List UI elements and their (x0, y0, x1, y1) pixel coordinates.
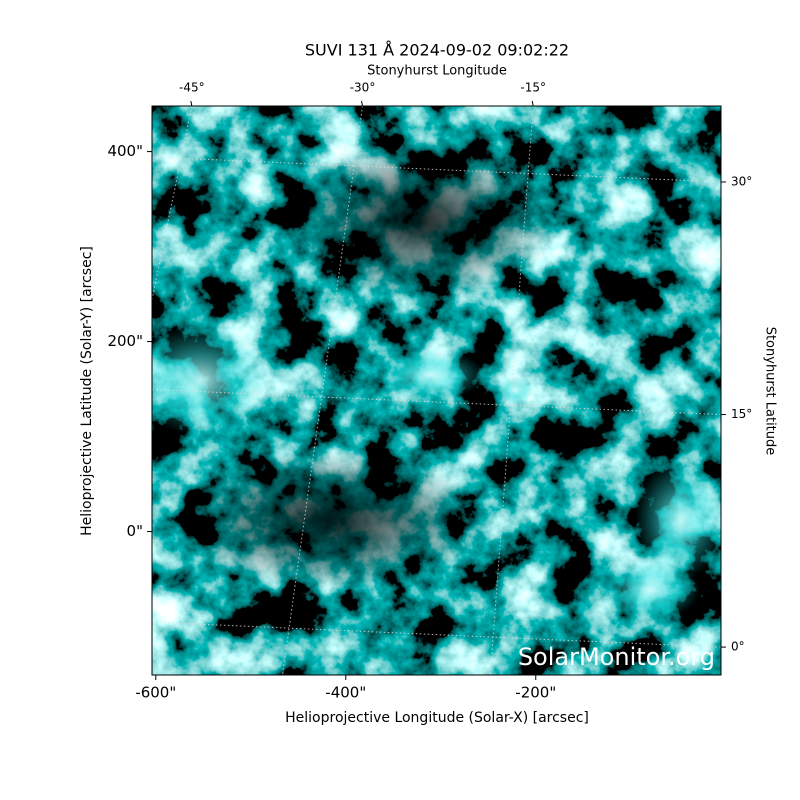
grid-line (152, 389, 721, 416)
grid-line (152, 621, 721, 648)
grid (152, 106, 721, 675)
y2-tick-label: 15° (731, 407, 752, 421)
x2-axis-label: Stonyhurst Longitude (367, 64, 507, 79)
x-tick-label: -400" (325, 684, 366, 702)
y-tick-label: 400" (107, 142, 143, 160)
y2-axis-label: Stonyhurst Latitude (763, 327, 778, 456)
watermark: SolarMonitor.org (518, 643, 715, 671)
x2-tick (531, 100, 534, 107)
grid-line (152, 156, 721, 183)
x2-tick-label: -30° (350, 81, 376, 95)
x2-tick (361, 100, 364, 107)
x2-tick-label: -45° (179, 81, 205, 95)
x-axis-label: Helioprojective Longitude (Solar-X) [arc… (285, 710, 589, 726)
x-tick-label: -600" (135, 684, 176, 702)
x-tick-label: -200" (515, 684, 556, 702)
y2-tick-label: 30° (731, 174, 752, 188)
plot-frame (151, 105, 722, 676)
chart-title: SUVI 131 Å 2024-09-02 09:02:22 (305, 41, 569, 60)
grid-line (152, 106, 193, 303)
y-axis-label: Helioprojective Latitude (Solar-Y) [arcs… (79, 246, 95, 536)
x2-tick-label: -15° (520, 81, 546, 95)
grid-line (489, 106, 534, 675)
y-tick-label: 0" (127, 522, 143, 540)
solar-image (152, 106, 721, 675)
y2-tick-label: 0° (731, 640, 745, 654)
x2-tick (190, 100, 193, 107)
y-tick-label: 200" (107, 332, 143, 350)
